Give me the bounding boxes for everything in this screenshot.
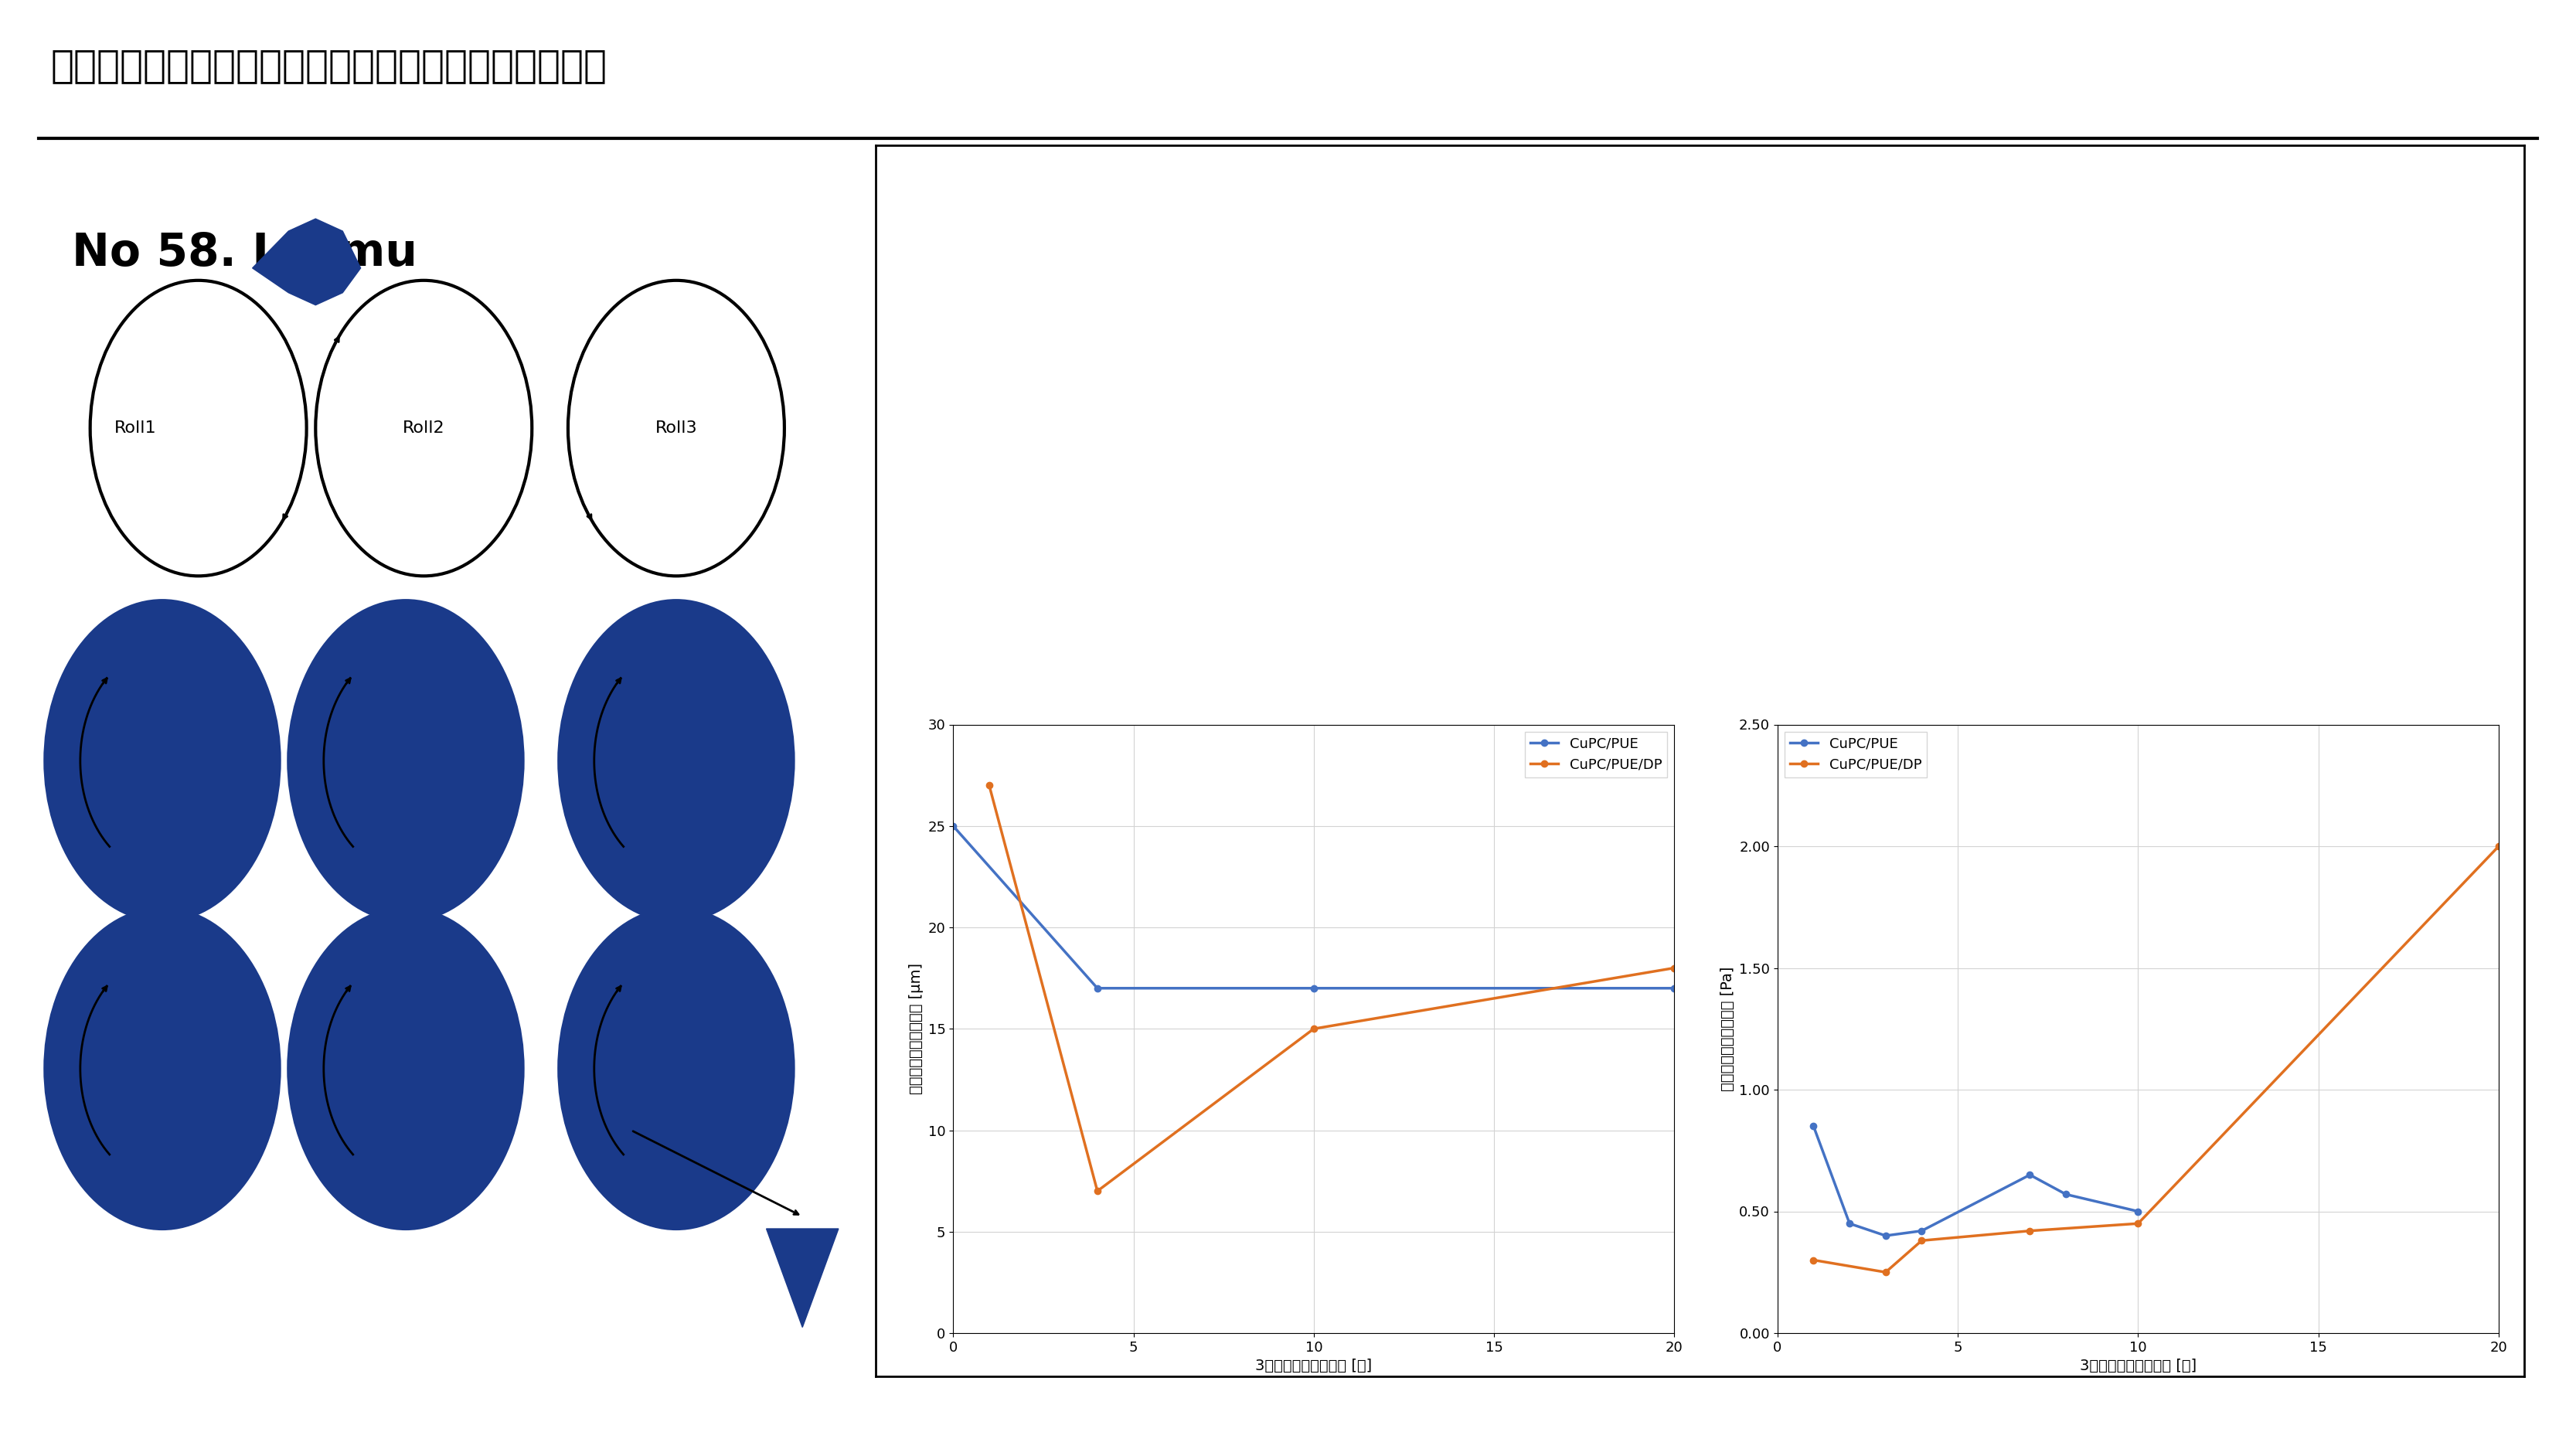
Circle shape	[289, 600, 523, 922]
Text: (c): (c)	[2009, 201, 2027, 213]
CuPC/PUE/DP	[2123, 1214, 2154, 1232]
CuPC/PUE/DP	[974, 777, 1005, 794]
CuPC/PUE	[1906, 1222, 1937, 1239]
CuPC/PUE	[1659, 980, 1690, 997]
Polygon shape	[768, 1229, 840, 1327]
Text: Roll3: Roll3	[654, 420, 698, 436]
CuPC/PUE	[2050, 1185, 2081, 1203]
Y-axis label: インク中の最大粒子径 [μm]: インク中の最大粒子径 [μm]	[909, 964, 925, 1094]
Line: CuPC/PUE: CuPC/PUE	[1811, 1123, 2141, 1239]
CuPC/PUE/DP	[1082, 1182, 1113, 1200]
Circle shape	[46, 909, 278, 1229]
Text: Roll1: Roll1	[113, 420, 157, 436]
CuPC/PUE/DP	[1870, 1264, 1901, 1281]
Circle shape	[559, 909, 793, 1229]
Line: CuPC/PUE: CuPC/PUE	[951, 823, 1677, 991]
X-axis label: 3本ロールのパス回数 [回]: 3本ロールのパス回数 [回]	[1255, 1359, 1373, 1374]
CuPC/PUE/DP	[1659, 959, 1690, 977]
CuPC/PUE	[938, 817, 969, 835]
CuPC/PUE/DP	[2483, 838, 2514, 855]
CuPC/PUE	[1082, 980, 1113, 997]
Y-axis label: 平行板粘度計の降伏値 [Pa]: 平行板粘度計の降伏値 [Pa]	[1721, 966, 1734, 1091]
CuPC/PUE	[1298, 980, 1329, 997]
Line: CuPC/PUE/DP: CuPC/PUE/DP	[987, 782, 1677, 1194]
Text: (e): (e)	[1713, 448, 1734, 459]
Text: (b): (b)	[1713, 201, 1734, 213]
CuPC/PUE/DP	[1798, 1252, 1829, 1269]
Legend: CuPC/PUE, CuPC/PUE/DP: CuPC/PUE, CuPC/PUE/DP	[1525, 732, 1667, 778]
Circle shape	[317, 281, 533, 575]
Text: (a): (a)	[1417, 201, 1437, 213]
X-axis label: 3本ロールのパス回数 [回]: 3本ロールのパス回数 [回]	[2079, 1359, 2197, 1374]
CuPC/PUE/DP	[2014, 1222, 2045, 1239]
Circle shape	[559, 600, 793, 922]
CuPC/PUE	[2123, 1203, 2154, 1220]
Line: CuPC/PUE/DP: CuPC/PUE/DP	[1811, 843, 2501, 1275]
CuPC/PUE/DP	[1906, 1232, 1937, 1249]
Circle shape	[90, 281, 307, 575]
Polygon shape	[252, 219, 361, 304]
CuPC/PUE	[2014, 1166, 2045, 1184]
CuPC/PUE	[1870, 1227, 1901, 1245]
CuPC/PUE	[1834, 1214, 1865, 1232]
Text: 顔料インク自作における顔料粒径の影響と実用性評価: 顔料インク自作における顔料粒径の影響と実用性評価	[52, 46, 608, 84]
Circle shape	[46, 600, 278, 922]
CuPC/PUE	[1798, 1117, 1829, 1135]
Text: (d): (d)	[1417, 448, 1437, 459]
Legend: CuPC/PUE, CuPC/PUE/DP: CuPC/PUE, CuPC/PUE/DP	[1785, 732, 1927, 778]
Circle shape	[289, 909, 523, 1229]
CuPC/PUE/DP	[1298, 1020, 1329, 1037]
Text: [Machine
Photo]: [Machine Photo]	[1105, 427, 1162, 456]
Text: Roll2: Roll2	[402, 420, 446, 436]
Text: No 58. Lcamu: No 58. Lcamu	[72, 230, 417, 275]
Text: (f): (f)	[2009, 448, 2027, 459]
Circle shape	[569, 281, 786, 575]
